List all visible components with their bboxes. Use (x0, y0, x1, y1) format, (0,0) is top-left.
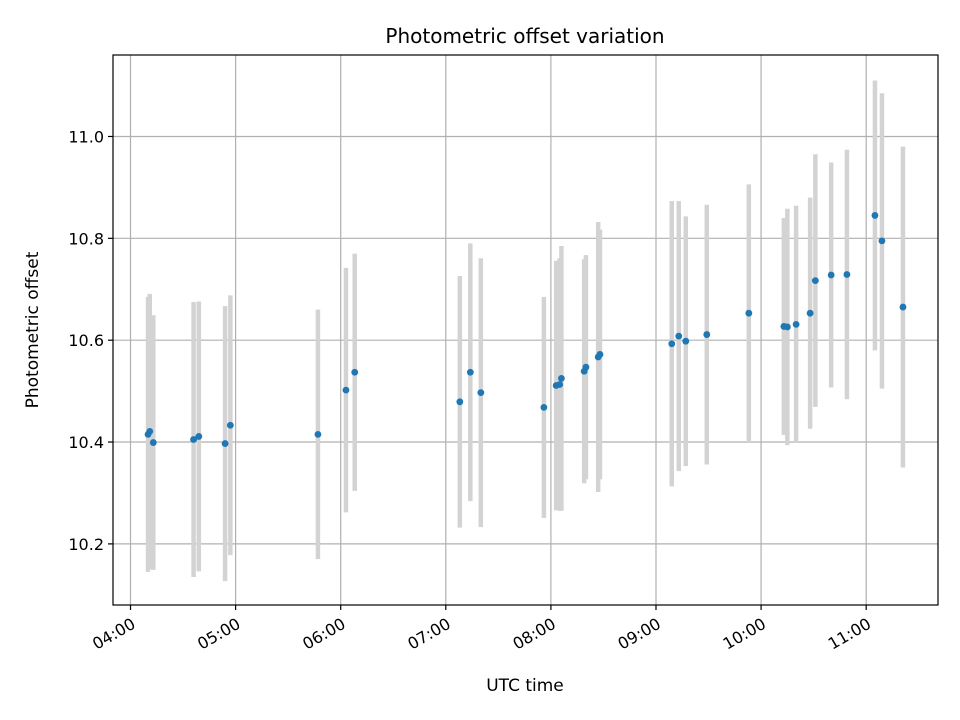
y-tick-label: 11.0 (68, 127, 104, 146)
data-point (675, 332, 683, 340)
data-point (827, 271, 835, 279)
data-point (342, 386, 350, 394)
data-point (745, 309, 753, 317)
data-point (843, 271, 851, 278)
data-point (190, 436, 197, 443)
data-point (871, 212, 879, 219)
data-point (668, 340, 676, 348)
data-point (899, 303, 907, 311)
y-axis-ticks: 10.2 10.4 10.6 10.8 11.0 (68, 127, 113, 554)
plot-frame (112, 54, 939, 606)
grid (113, 55, 938, 605)
y-tick-label: 10.4 (68, 433, 104, 452)
data-point (195, 433, 203, 440)
data-point (540, 404, 548, 411)
data-point (351, 368, 359, 376)
data-point (226, 421, 234, 429)
x-axis-label: UTC time (486, 676, 564, 696)
chart-title: Photometric offset variation (385, 24, 664, 48)
data-point (146, 427, 154, 435)
data-point (221, 440, 229, 447)
data-point (149, 439, 157, 446)
data-point (558, 374, 565, 382)
data-points (144, 212, 907, 447)
data-point (314, 430, 322, 438)
data-point (703, 331, 711, 338)
data-point (806, 309, 814, 317)
data-point (783, 323, 791, 331)
data-point (792, 320, 800, 328)
data-point (582, 363, 590, 371)
data-point (477, 389, 485, 397)
y-tick-label: 10.6 (68, 331, 104, 350)
data-point (456, 398, 464, 406)
y-axis-label: Photometric offset (23, 251, 43, 408)
data-point (878, 237, 886, 245)
data-point (466, 368, 474, 376)
data-point (811, 277, 819, 285)
data-point (596, 351, 604, 358)
y-tick-label: 10.8 (68, 229, 104, 248)
data-point (682, 337, 690, 345)
data-point (556, 381, 564, 388)
y-tick-label: 10.2 (68, 535, 104, 554)
